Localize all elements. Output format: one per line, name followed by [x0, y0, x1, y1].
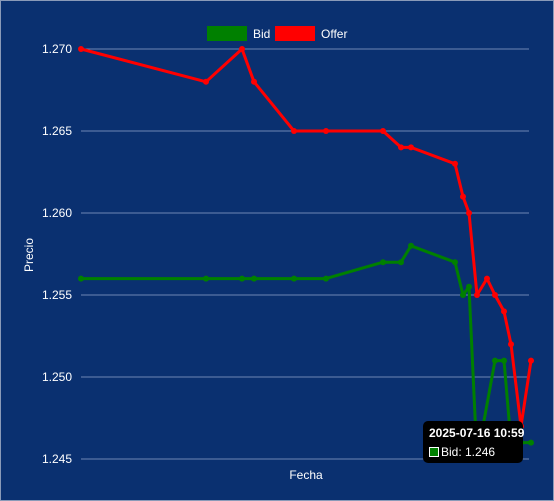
series-lines	[78, 46, 534, 462]
data-point-bid[interactable]	[239, 275, 245, 282]
data-point-bid[interactable]	[78, 275, 84, 282]
legend[interactable]: Bid Offer	[207, 26, 347, 41]
data-point-offer[interactable]	[323, 128, 329, 134]
data-point-bid[interactable]	[380, 259, 386, 266]
tooltip-swatch	[429, 447, 439, 457]
data-point-offer[interactable]	[466, 210, 472, 216]
data-point-bid[interactable]	[291, 275, 297, 282]
x-axis-title: Fecha	[289, 468, 323, 482]
y-tick-label: 1.250	[42, 370, 72, 384]
legend-item-bid[interactable]: Bid	[207, 26, 270, 41]
data-point-offer[interactable]	[508, 341, 514, 348]
data-point-offer[interactable]	[460, 193, 466, 200]
tooltip-label: Bid: 1.246	[441, 445, 496, 459]
data-point-offer[interactable]	[251, 78, 257, 85]
data-point-bid[interactable]	[398, 259, 404, 266]
data-point-bid[interactable]	[501, 357, 507, 364]
legend-item-offer[interactable]: Offer	[275, 26, 347, 41]
data-point-offer[interactable]	[398, 144, 404, 151]
data-point-offer[interactable]	[452, 160, 458, 167]
y-tick-label: 1.245	[42, 452, 72, 466]
data-point-bid[interactable]	[452, 259, 458, 266]
y-axis-title: Precio	[22, 238, 36, 272]
tooltip-title: 2025-07-16 10:59	[429, 426, 525, 440]
tooltip-row: Bid: 1.246	[429, 445, 517, 459]
data-point-offer[interactable]	[528, 357, 534, 364]
data-point-offer[interactable]	[501, 308, 507, 315]
data-point-offer[interactable]	[492, 292, 498, 298]
data-point-offer[interactable]	[380, 128, 386, 134]
series-offer	[78, 46, 534, 430]
data-point-offer[interactable]	[203, 78, 209, 85]
y-tick-label: 1.270	[42, 42, 72, 56]
y-tick-label: 1.255	[42, 288, 72, 302]
y-axis-ticks: 1.270 1.265 1.260 1.255 1.250 1.245	[42, 42, 72, 466]
y-tick-label: 1.260	[42, 206, 72, 220]
data-point-bid[interactable]	[203, 275, 209, 282]
tooltip: 2025-07-16 10:59 Bid: 1.246	[423, 421, 525, 463]
series-line-offer	[80, 47, 533, 428]
legend-label-offer: Offer	[321, 27, 347, 41]
data-point-bid[interactable]	[460, 292, 466, 298]
legend-swatch-bid	[207, 26, 247, 41]
data-point-offer[interactable]	[239, 46, 245, 52]
data-point-offer[interactable]	[408, 144, 414, 151]
legend-swatch-offer	[275, 26, 315, 41]
data-point-offer[interactable]	[78, 46, 84, 52]
grid	[81, 48, 529, 460]
data-point-bid[interactable]	[251, 275, 257, 282]
data-point-bid[interactable]	[323, 275, 329, 282]
data-point-bid[interactable]	[466, 283, 472, 290]
legend-label-bid: Bid	[253, 27, 270, 41]
data-point-offer[interactable]	[484, 275, 490, 282]
data-point-offer[interactable]	[474, 292, 480, 298]
data-point-bid[interactable]	[408, 242, 414, 249]
y-tick-label: 1.265	[42, 124, 72, 138]
data-point-bid[interactable]	[492, 357, 498, 364]
data-point-offer[interactable]	[291, 128, 297, 134]
data-point-bid[interactable]	[528, 439, 534, 446]
